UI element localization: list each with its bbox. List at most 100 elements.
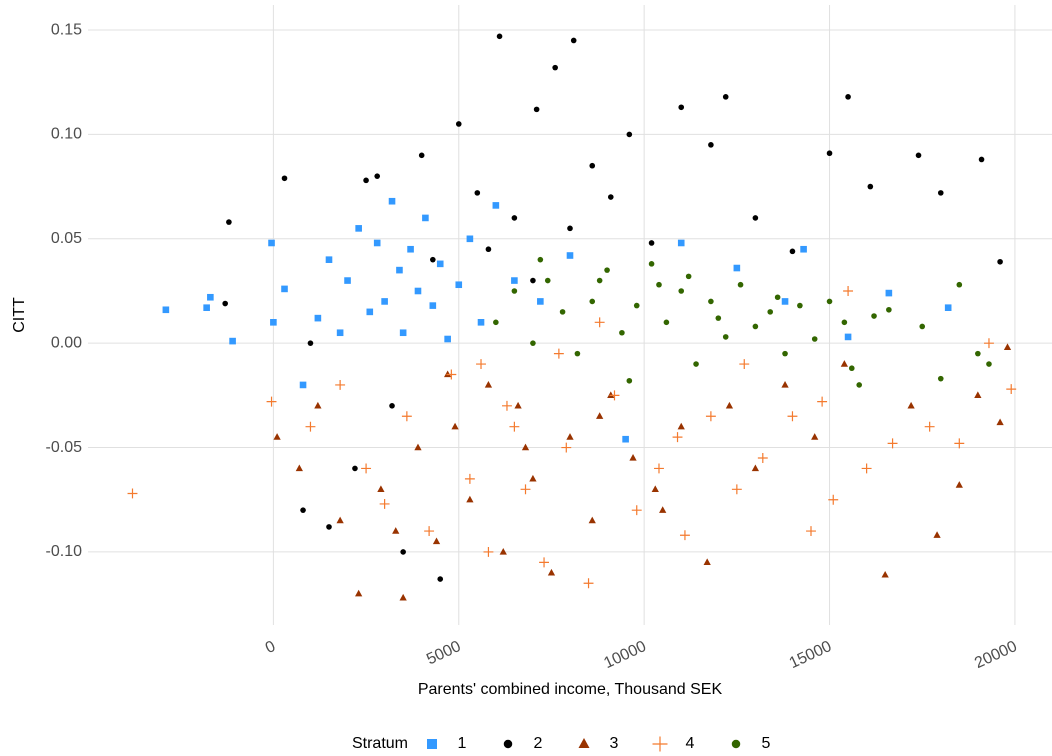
- point: [499, 547, 507, 555]
- point: [561, 442, 572, 453]
- point: [722, 334, 729, 340]
- point: [422, 214, 429, 222]
- legend-symbol: [731, 739, 741, 749]
- point: [203, 304, 210, 311]
- point: [432, 537, 441, 545]
- point: [295, 464, 303, 472]
- point: [162, 306, 170, 314]
- point: [455, 281, 463, 289]
- point: [739, 359, 750, 370]
- point: [511, 215, 518, 221]
- point: [937, 190, 944, 196]
- point: [733, 264, 741, 272]
- point: [414, 443, 422, 451]
- point: [379, 498, 390, 509]
- point: [811, 336, 818, 342]
- point: [885, 289, 893, 297]
- point: [974, 391, 982, 399]
- point: [496, 33, 503, 40]
- point: [907, 401, 915, 409]
- point: [844, 333, 852, 341]
- point: [933, 531, 941, 538]
- point: [629, 454, 637, 461]
- point: [300, 507, 306, 513]
- point: [782, 350, 788, 357]
- point: [400, 549, 406, 555]
- point: [363, 177, 369, 184]
- point: [492, 202, 500, 209]
- x-tick-label: 10000: [601, 638, 649, 672]
- point: [530, 340, 536, 346]
- point: [336, 329, 344, 337]
- point: [281, 175, 288, 182]
- point: [789, 248, 796, 255]
- point: [752, 215, 759, 221]
- point: [539, 557, 549, 568]
- point: [430, 256, 436, 263]
- point: [677, 422, 685, 430]
- point: [511, 288, 518, 294]
- point: [474, 190, 481, 196]
- point: [828, 494, 839, 505]
- point: [648, 261, 655, 267]
- point: [886, 306, 892, 313]
- point: [281, 285, 288, 293]
- point: [325, 256, 333, 263]
- point: [752, 323, 759, 330]
- point: [693, 361, 699, 367]
- point: [919, 323, 926, 330]
- point: [509, 421, 520, 432]
- y-tick-label: 0.10: [51, 126, 82, 143]
- point: [956, 281, 963, 288]
- point: [502, 400, 512, 411]
- point: [856, 382, 863, 388]
- point: [567, 225, 573, 232]
- point: [374, 173, 381, 179]
- point: [867, 183, 874, 190]
- point: [389, 403, 395, 409]
- point: [464, 473, 475, 484]
- point: [455, 121, 462, 127]
- point: [520, 484, 531, 495]
- point: [781, 380, 789, 388]
- point: [326, 524, 332, 530]
- point: [493, 319, 499, 326]
- point: [355, 589, 363, 597]
- point: [705, 411, 716, 422]
- point: [622, 435, 629, 443]
- point: [483, 546, 494, 557]
- point: [270, 319, 277, 326]
- point: [566, 252, 574, 259]
- point: [604, 267, 610, 273]
- point: [817, 396, 828, 407]
- point: [975, 350, 981, 357]
- x-tick-label: 5000: [424, 638, 464, 669]
- point: [648, 240, 655, 246]
- point: [722, 94, 729, 100]
- point: [451, 422, 459, 430]
- point: [840, 360, 848, 367]
- point: [399, 329, 407, 337]
- point: [708, 298, 714, 305]
- point: [446, 369, 457, 380]
- point: [589, 298, 596, 305]
- point: [336, 516, 344, 524]
- point: [781, 298, 789, 305]
- point: [955, 481, 963, 488]
- point: [530, 277, 536, 284]
- legend-label: 2: [534, 735, 543, 752]
- point: [229, 337, 236, 345]
- point: [305, 421, 316, 432]
- point: [848, 365, 855, 372]
- point: [429, 302, 437, 309]
- point: [547, 568, 556, 576]
- point: [127, 488, 138, 499]
- point: [797, 302, 803, 309]
- point: [678, 104, 685, 111]
- point: [626, 131, 633, 138]
- legend-label: 5: [762, 735, 771, 752]
- point: [583, 578, 594, 589]
- point: [537, 298, 544, 305]
- x-tick-label: 15000: [787, 638, 835, 672]
- legend-title: Stratum: [352, 735, 408, 752]
